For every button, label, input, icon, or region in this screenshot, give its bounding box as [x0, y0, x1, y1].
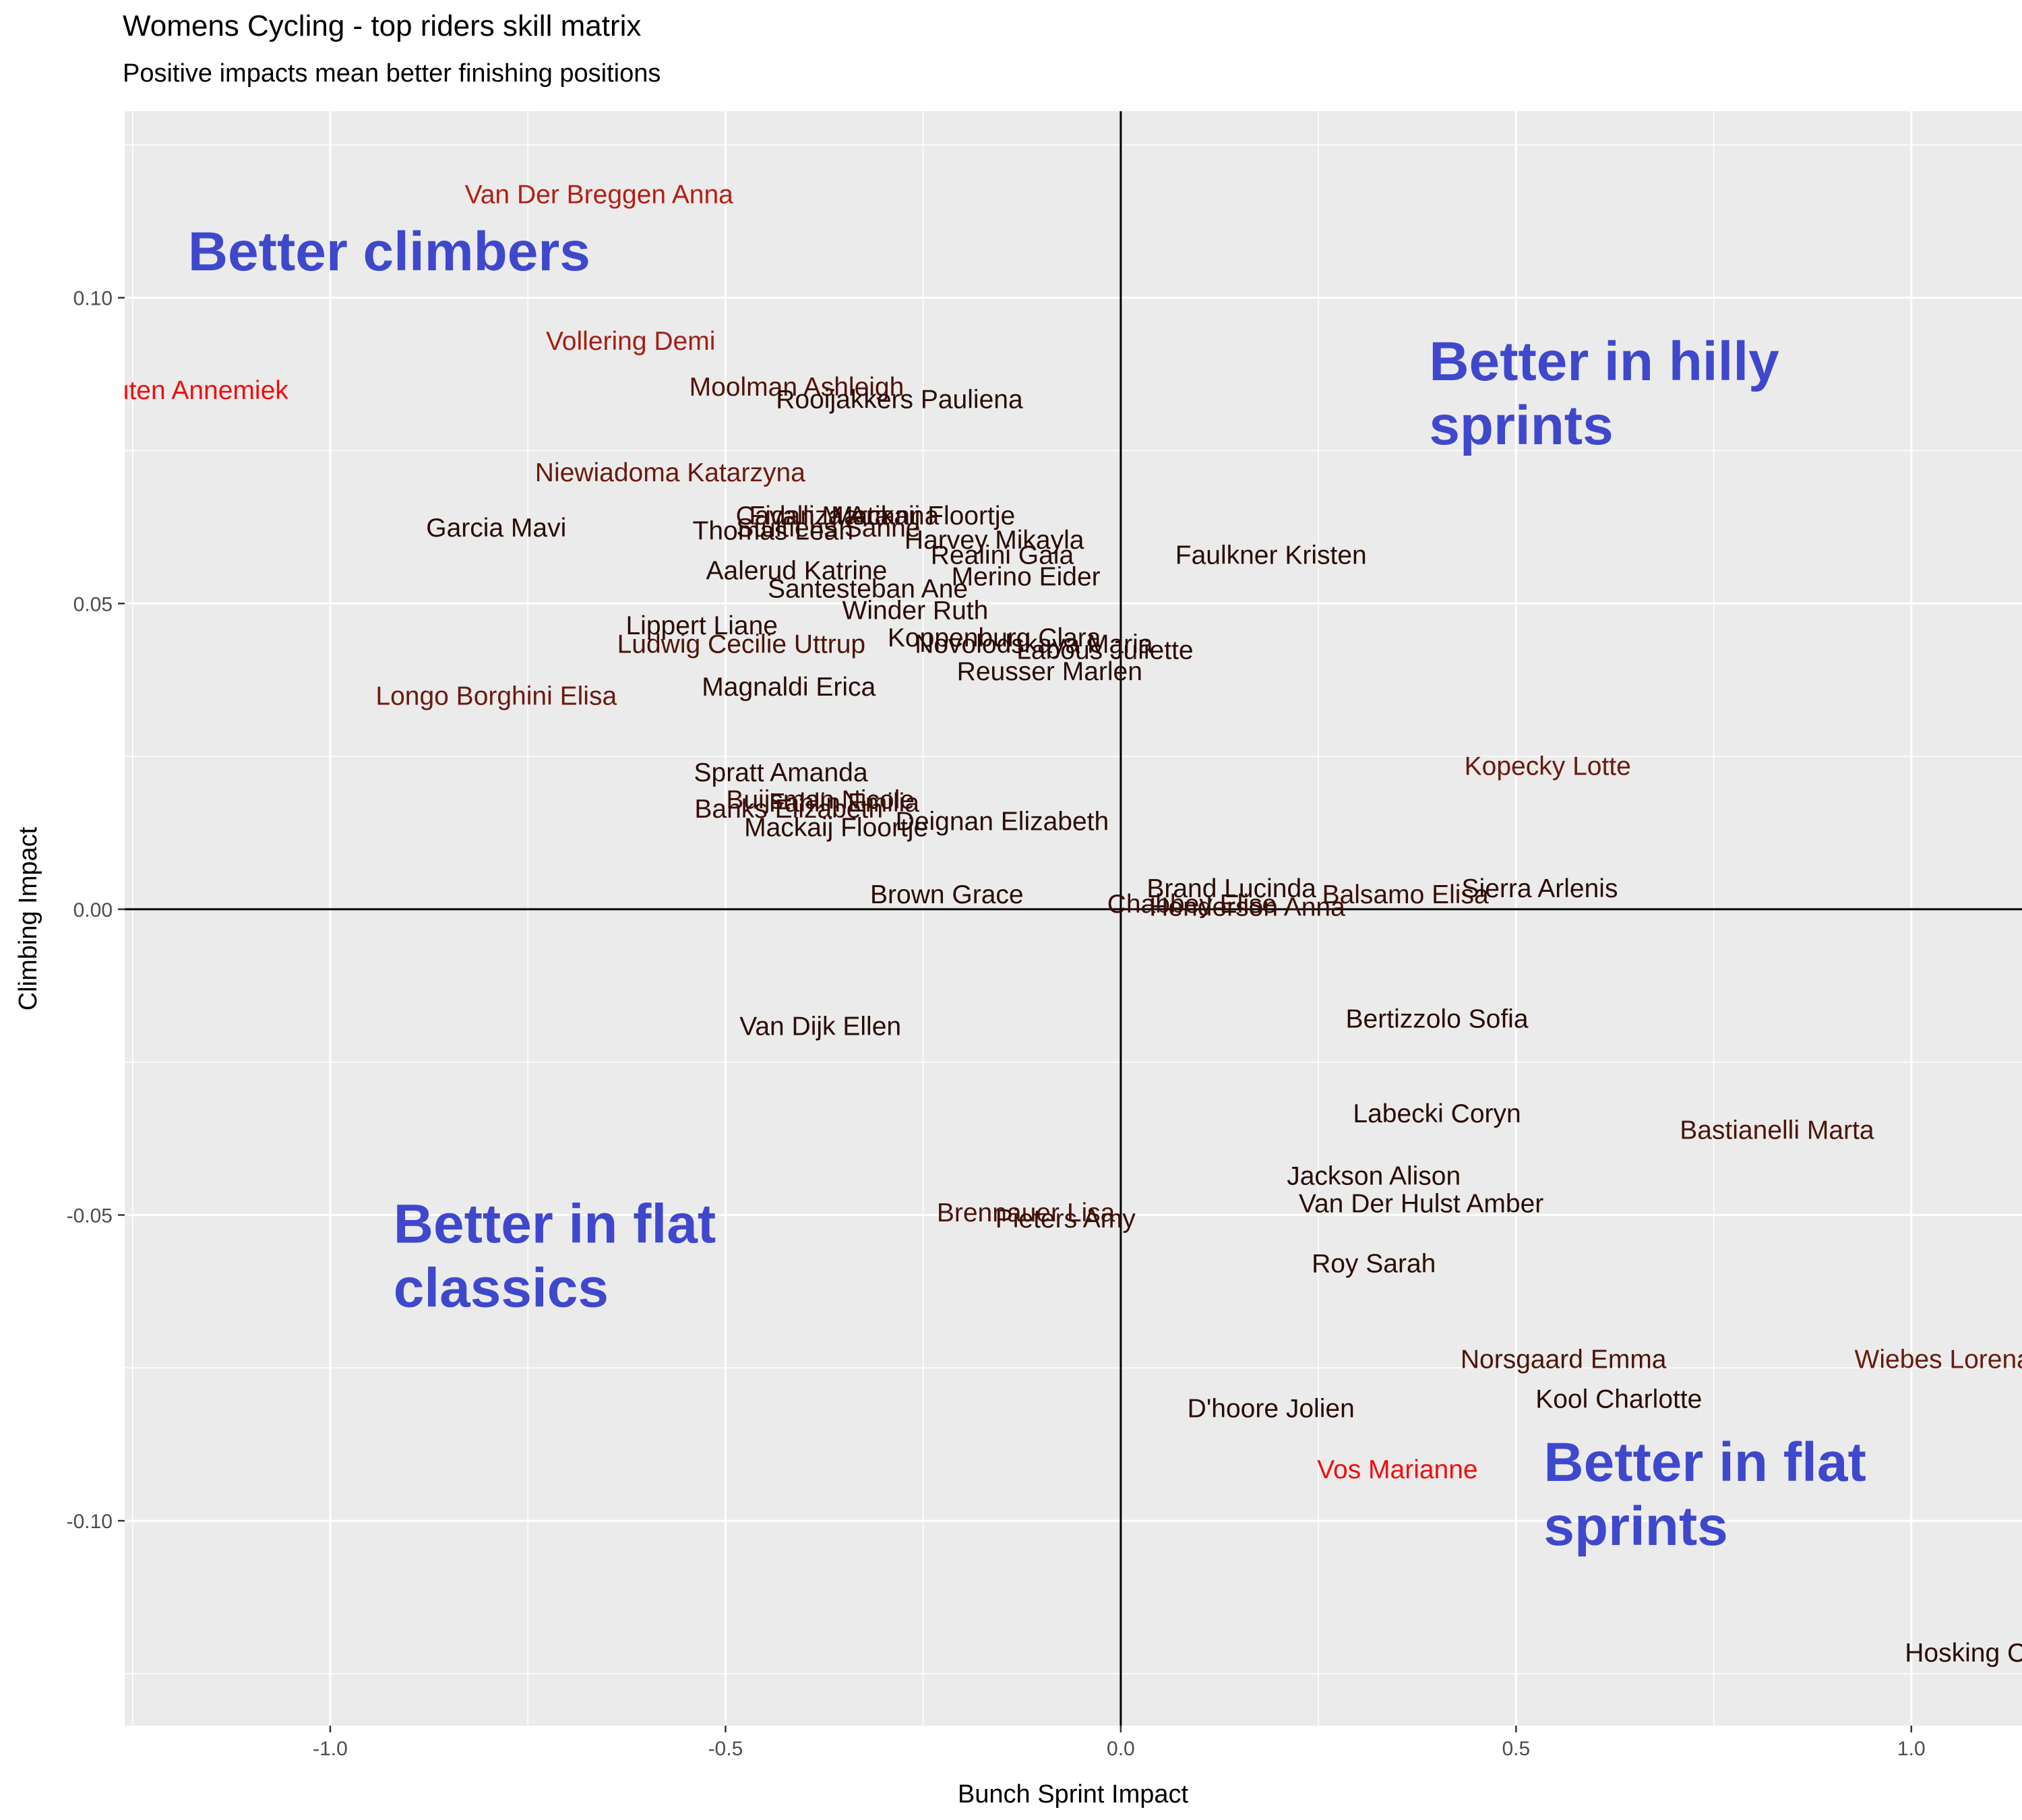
x-axis-ticks: -1.0 -0.5 0.0 0.5 1.0 [313, 1726, 1926, 1760]
region-label: Better in flat classics [394, 1193, 716, 1318]
rider-label: Henderson Anna [1149, 892, 1345, 921]
rider-label: Bertizzolo Sofia [1346, 1004, 1529, 1033]
rider-label: Niewiadoma Katarzyna [535, 458, 805, 487]
rider-label: Brown Grace [870, 880, 1024, 909]
region-label-line: sprints [1543, 1496, 1727, 1557]
rider-label: Van Der Hulst Amber [1299, 1189, 1543, 1218]
rider-label: Wiebes Lorena [1855, 1345, 2022, 1374]
x-axis-title: Bunch Sprint Impact [958, 1780, 1189, 1809]
rider-label: Reusser Marlen [957, 657, 1142, 686]
x-tick-label: 1.0 [1897, 1738, 1926, 1760]
rider-label: Van Vleuten Annemiek [24, 376, 288, 405]
minor-gridlines [125, 111, 2022, 1726]
y-axis-title: Climbing Impact [14, 826, 42, 1010]
x-tick-label: 0.5 [1502, 1738, 1530, 1760]
rider-label: Brennauer Lisa [937, 1199, 1115, 1227]
rider-label: Aalerud Katrine [706, 556, 888, 585]
rider-label: Buijsman Nicole [726, 786, 915, 815]
rider-label: Lippert Liane [625, 611, 778, 640]
rider-label: Rooijakkers Pauliena [776, 385, 1023, 414]
rider-label: Jackson Alison [1287, 1162, 1461, 1191]
region-label-line: sprints [1429, 395, 1613, 456]
y-tick-label: 0.00 [73, 899, 113, 921]
rider-label: Stultiens Sanne [736, 514, 920, 543]
rider-label: Banks Elizabeth [694, 795, 883, 824]
rider-label: Longo Borghini Elisa [375, 681, 617, 710]
rider-label: Ludwig Cecilie Uttrup [617, 630, 866, 659]
region-label: Better in flat sprints [1543, 1432, 1866, 1557]
rider-label: Harvey Mikayla [905, 526, 1084, 555]
y-tick-label: 0.10 [73, 288, 113, 310]
rider-label: Realini Gaia [931, 541, 1074, 570]
plot-panel [125, 111, 2022, 1726]
rider-label: Fidanza Arianna [749, 502, 939, 530]
rider-label: Fahlin Emilia [769, 789, 920, 818]
rider-label: Chabbey Elise [1107, 890, 1277, 919]
rider-label: Cavalli Marta [736, 502, 890, 530]
rider-label: Vollering Demi [546, 327, 715, 356]
rider-label: Moolman Ashleigh [690, 373, 905, 402]
rider-label: Bastianelli Marta [1680, 1116, 1874, 1145]
x-tick-label: 0.0 [1107, 1738, 1135, 1760]
region-label-line: classics [394, 1257, 609, 1318]
rider-label: Winder Ruth [842, 596, 989, 625]
rider-label: Pieters Amy [995, 1205, 1136, 1234]
region-label-line: Better in hilly [1429, 331, 1779, 392]
rider-label: Kopecky Lotte [1465, 752, 1631, 781]
chart-subtitle: Positive impacts mean better finishing p… [123, 59, 661, 88]
rider-label: Labous Juliette [1016, 636, 1193, 665]
rider-label: Mackaij Floortje [831, 502, 1015, 530]
region-label-line: Better in flat [1543, 1432, 1866, 1493]
rider-label: Novolodskaya Maria [915, 630, 1153, 659]
rider-label: Deignan Elizabeth [896, 807, 1109, 836]
y-tick-label: 0.05 [73, 593, 113, 615]
rider-label: Garcia Mavi [426, 514, 566, 543]
rider-label: Magnaldi Erica [702, 673, 876, 702]
region-label-line: Better in flat [394, 1193, 716, 1254]
rider-label: Hosking Chloe [1905, 1639, 2022, 1668]
rider-label: Santesteban Ane [768, 575, 968, 604]
y-tick-label: -0.10 [67, 1511, 113, 1533]
rider-label: Mackaij Floortje [744, 813, 928, 842]
rider-label: Norsgaard Emma [1461, 1345, 1667, 1374]
rider-label: Roy Sarah [1312, 1249, 1436, 1278]
rider-label: D'hoore Jolien [1188, 1394, 1355, 1423]
rider-label: Balsamo Elisa [1322, 880, 1489, 909]
region-label: Better in hilly sprints [1429, 331, 1779, 456]
reference-lines [125, 111, 2022, 1726]
rider-label: Van Der Breggen Anna [465, 180, 734, 209]
chart-title: Womens Cycling - top riders skill matrix [123, 9, 642, 42]
x-tick-label: -1.0 [313, 1738, 348, 1760]
rider-label: Spratt Amanda [694, 758, 868, 787]
rider-label: Van Dijk Ellen [739, 1012, 901, 1041]
rider-label: Vos Marianne [1317, 1455, 1477, 1484]
point-labels: Van Der Breggen Anna Vollering Demi Van Vl… [24, 180, 2022, 1668]
rider-label: Kool Charlotte [1535, 1385, 1702, 1414]
rider-label: Brand Lucinda [1146, 874, 1316, 903]
rider-label: Labecki Coryn [1353, 1099, 1521, 1128]
rider-label: Thomas Leah [693, 516, 853, 545]
region-label: Better climbers [188, 221, 590, 282]
x-tick-label: -0.5 [708, 1738, 743, 1760]
rider-label: Merino Eider [952, 562, 1101, 591]
y-axis-ticks: 0.10 0.05 0.00 -0.05 -0.10 [67, 288, 125, 1533]
y-tick-label: -0.05 [67, 1205, 113, 1227]
rider-label: Faulkner Kristen [1175, 541, 1367, 570]
region-label-line: Better climbers [188, 221, 590, 282]
rider-label: Koppenburg Clara [888, 624, 1101, 653]
rider-label: Sierra Arlenis [1462, 874, 1618, 903]
